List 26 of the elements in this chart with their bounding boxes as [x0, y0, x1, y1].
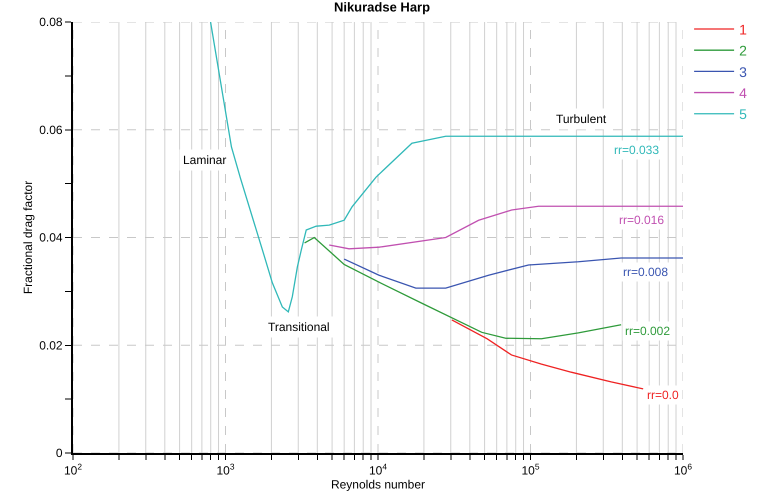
legend-label: 4 [739, 85, 748, 102]
x-tick-label: 10$^{3}$ [216, 461, 235, 478]
y-axis-title: Fractional drag factor [21, 180, 36, 294]
legend-label: 5 [739, 106, 748, 122]
legend-label: 1 [739, 21, 748, 38]
x-tick-label: 10$^{5}$ [521, 461, 540, 478]
annotation: rr=0.002 [625, 324, 670, 338]
y-tick-label: 0.08 [39, 15, 63, 30]
annotation: rr=0.0 [647, 388, 680, 402]
legend-label: 2 [739, 42, 748, 59]
y-tick-label: 0 [56, 446, 63, 460]
x-tick-label: 10$^{2}$ [64, 461, 82, 478]
annotation: rr=0.016 [619, 213, 664, 227]
y-tick-label: 0.06 [39, 122, 63, 137]
x-tick-label: 10$^{6}$ [674, 461, 692, 478]
annotation: rr=0.008 [623, 265, 668, 279]
y-tick-label: 0.02 [39, 338, 63, 352]
annotation: Laminar [183, 153, 226, 167]
annotation: Transitional [268, 320, 330, 334]
annotation: Turbulent [556, 112, 607, 126]
x-axis-title: Reynolds number [330, 477, 426, 492]
x-tick-label: 10$^{4}$ [368, 461, 388, 478]
annotation: rr=0.033 [614, 143, 660, 157]
legend-label: 3 [739, 64, 748, 80]
chart-title: Nikuradse Harp [334, 0, 430, 15]
y-tick-label: 0.04 [39, 230, 63, 245]
